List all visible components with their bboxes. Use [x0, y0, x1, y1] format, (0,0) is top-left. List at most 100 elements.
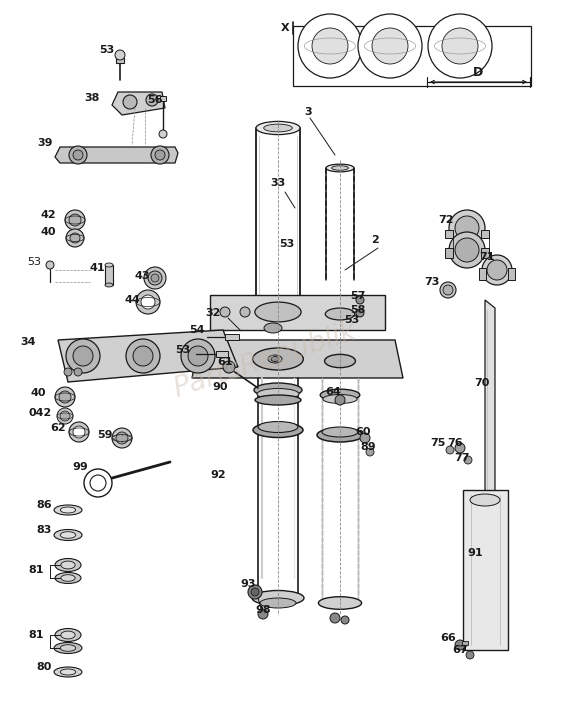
Text: 53: 53	[345, 315, 360, 325]
Text: 57: 57	[350, 291, 366, 301]
Ellipse shape	[326, 164, 354, 172]
Circle shape	[181, 339, 215, 373]
Text: 3: 3	[304, 107, 312, 117]
Circle shape	[223, 361, 235, 373]
Text: 93: 93	[240, 579, 256, 589]
Text: 77: 77	[454, 453, 470, 463]
Circle shape	[144, 267, 166, 289]
Ellipse shape	[61, 575, 75, 581]
Ellipse shape	[325, 308, 355, 320]
Ellipse shape	[60, 531, 75, 539]
Circle shape	[464, 456, 472, 464]
Ellipse shape	[271, 356, 279, 361]
Circle shape	[449, 232, 485, 268]
Circle shape	[248, 585, 262, 599]
Ellipse shape	[252, 590, 304, 606]
Bar	[463, 490, 508, 650]
Circle shape	[84, 469, 112, 497]
Text: 90: 90	[212, 382, 228, 392]
Circle shape	[446, 446, 454, 454]
Circle shape	[146, 94, 158, 106]
Circle shape	[73, 150, 83, 160]
Text: 73: 73	[425, 277, 440, 287]
Bar	[216, 351, 228, 357]
Ellipse shape	[255, 395, 301, 405]
Circle shape	[133, 346, 153, 366]
Text: 53: 53	[27, 257, 41, 267]
Ellipse shape	[332, 166, 348, 170]
Circle shape	[455, 216, 479, 240]
Text: 75: 75	[430, 438, 446, 448]
Text: 59: 59	[97, 430, 113, 440]
Text: X: X	[280, 23, 289, 33]
Bar	[479, 268, 486, 280]
Text: 81: 81	[28, 630, 44, 640]
Circle shape	[151, 274, 159, 282]
Bar	[481, 230, 489, 238]
Polygon shape	[192, 340, 403, 378]
Text: 98: 98	[255, 605, 271, 615]
Circle shape	[69, 146, 87, 164]
Circle shape	[428, 14, 492, 78]
Circle shape	[251, 588, 259, 596]
Polygon shape	[485, 300, 495, 530]
Text: 83: 83	[36, 525, 52, 535]
Text: 80: 80	[36, 662, 52, 672]
Ellipse shape	[105, 263, 113, 267]
Text: 40: 40	[40, 227, 56, 237]
Text: 89: 89	[360, 442, 376, 452]
Circle shape	[136, 290, 160, 314]
Text: 62: 62	[50, 423, 66, 433]
Text: 53: 53	[176, 345, 191, 355]
Circle shape	[159, 130, 167, 138]
Text: 39: 39	[37, 138, 53, 148]
Bar	[445, 248, 453, 258]
Circle shape	[64, 368, 72, 376]
Circle shape	[455, 238, 479, 262]
Text: D: D	[473, 66, 483, 79]
Polygon shape	[210, 295, 385, 330]
Ellipse shape	[260, 598, 296, 608]
Text: 2: 2	[371, 235, 379, 245]
Ellipse shape	[54, 642, 82, 653]
Circle shape	[70, 233, 80, 243]
Circle shape	[90, 475, 106, 491]
Ellipse shape	[268, 355, 282, 363]
Text: 42: 42	[40, 210, 56, 220]
Text: 81: 81	[28, 565, 44, 575]
Circle shape	[240, 307, 250, 317]
Text: 54: 54	[189, 325, 205, 335]
Circle shape	[151, 146, 169, 164]
Text: 44: 44	[124, 295, 140, 305]
Ellipse shape	[54, 529, 82, 541]
Circle shape	[73, 426, 85, 438]
Circle shape	[141, 295, 155, 309]
Circle shape	[116, 432, 128, 444]
Ellipse shape	[255, 302, 301, 322]
Ellipse shape	[253, 423, 303, 438]
Circle shape	[73, 346, 93, 366]
Ellipse shape	[55, 559, 81, 572]
Text: 40: 40	[30, 388, 46, 398]
Ellipse shape	[254, 383, 302, 397]
Circle shape	[298, 14, 362, 78]
Circle shape	[46, 261, 54, 269]
Circle shape	[112, 428, 132, 448]
Polygon shape	[55, 147, 178, 163]
Text: 72: 72	[438, 215, 454, 225]
Bar	[116, 58, 124, 63]
Ellipse shape	[319, 597, 361, 609]
Circle shape	[482, 255, 512, 285]
Circle shape	[123, 95, 137, 109]
Text: 86: 86	[36, 500, 52, 510]
Circle shape	[69, 422, 89, 442]
Circle shape	[455, 443, 465, 453]
Ellipse shape	[60, 645, 75, 651]
Ellipse shape	[257, 389, 299, 399]
Ellipse shape	[61, 561, 75, 569]
Ellipse shape	[105, 283, 113, 287]
Ellipse shape	[60, 669, 75, 675]
Text: 91: 91	[467, 548, 483, 558]
Ellipse shape	[258, 422, 298, 433]
Text: 64: 64	[325, 387, 341, 397]
